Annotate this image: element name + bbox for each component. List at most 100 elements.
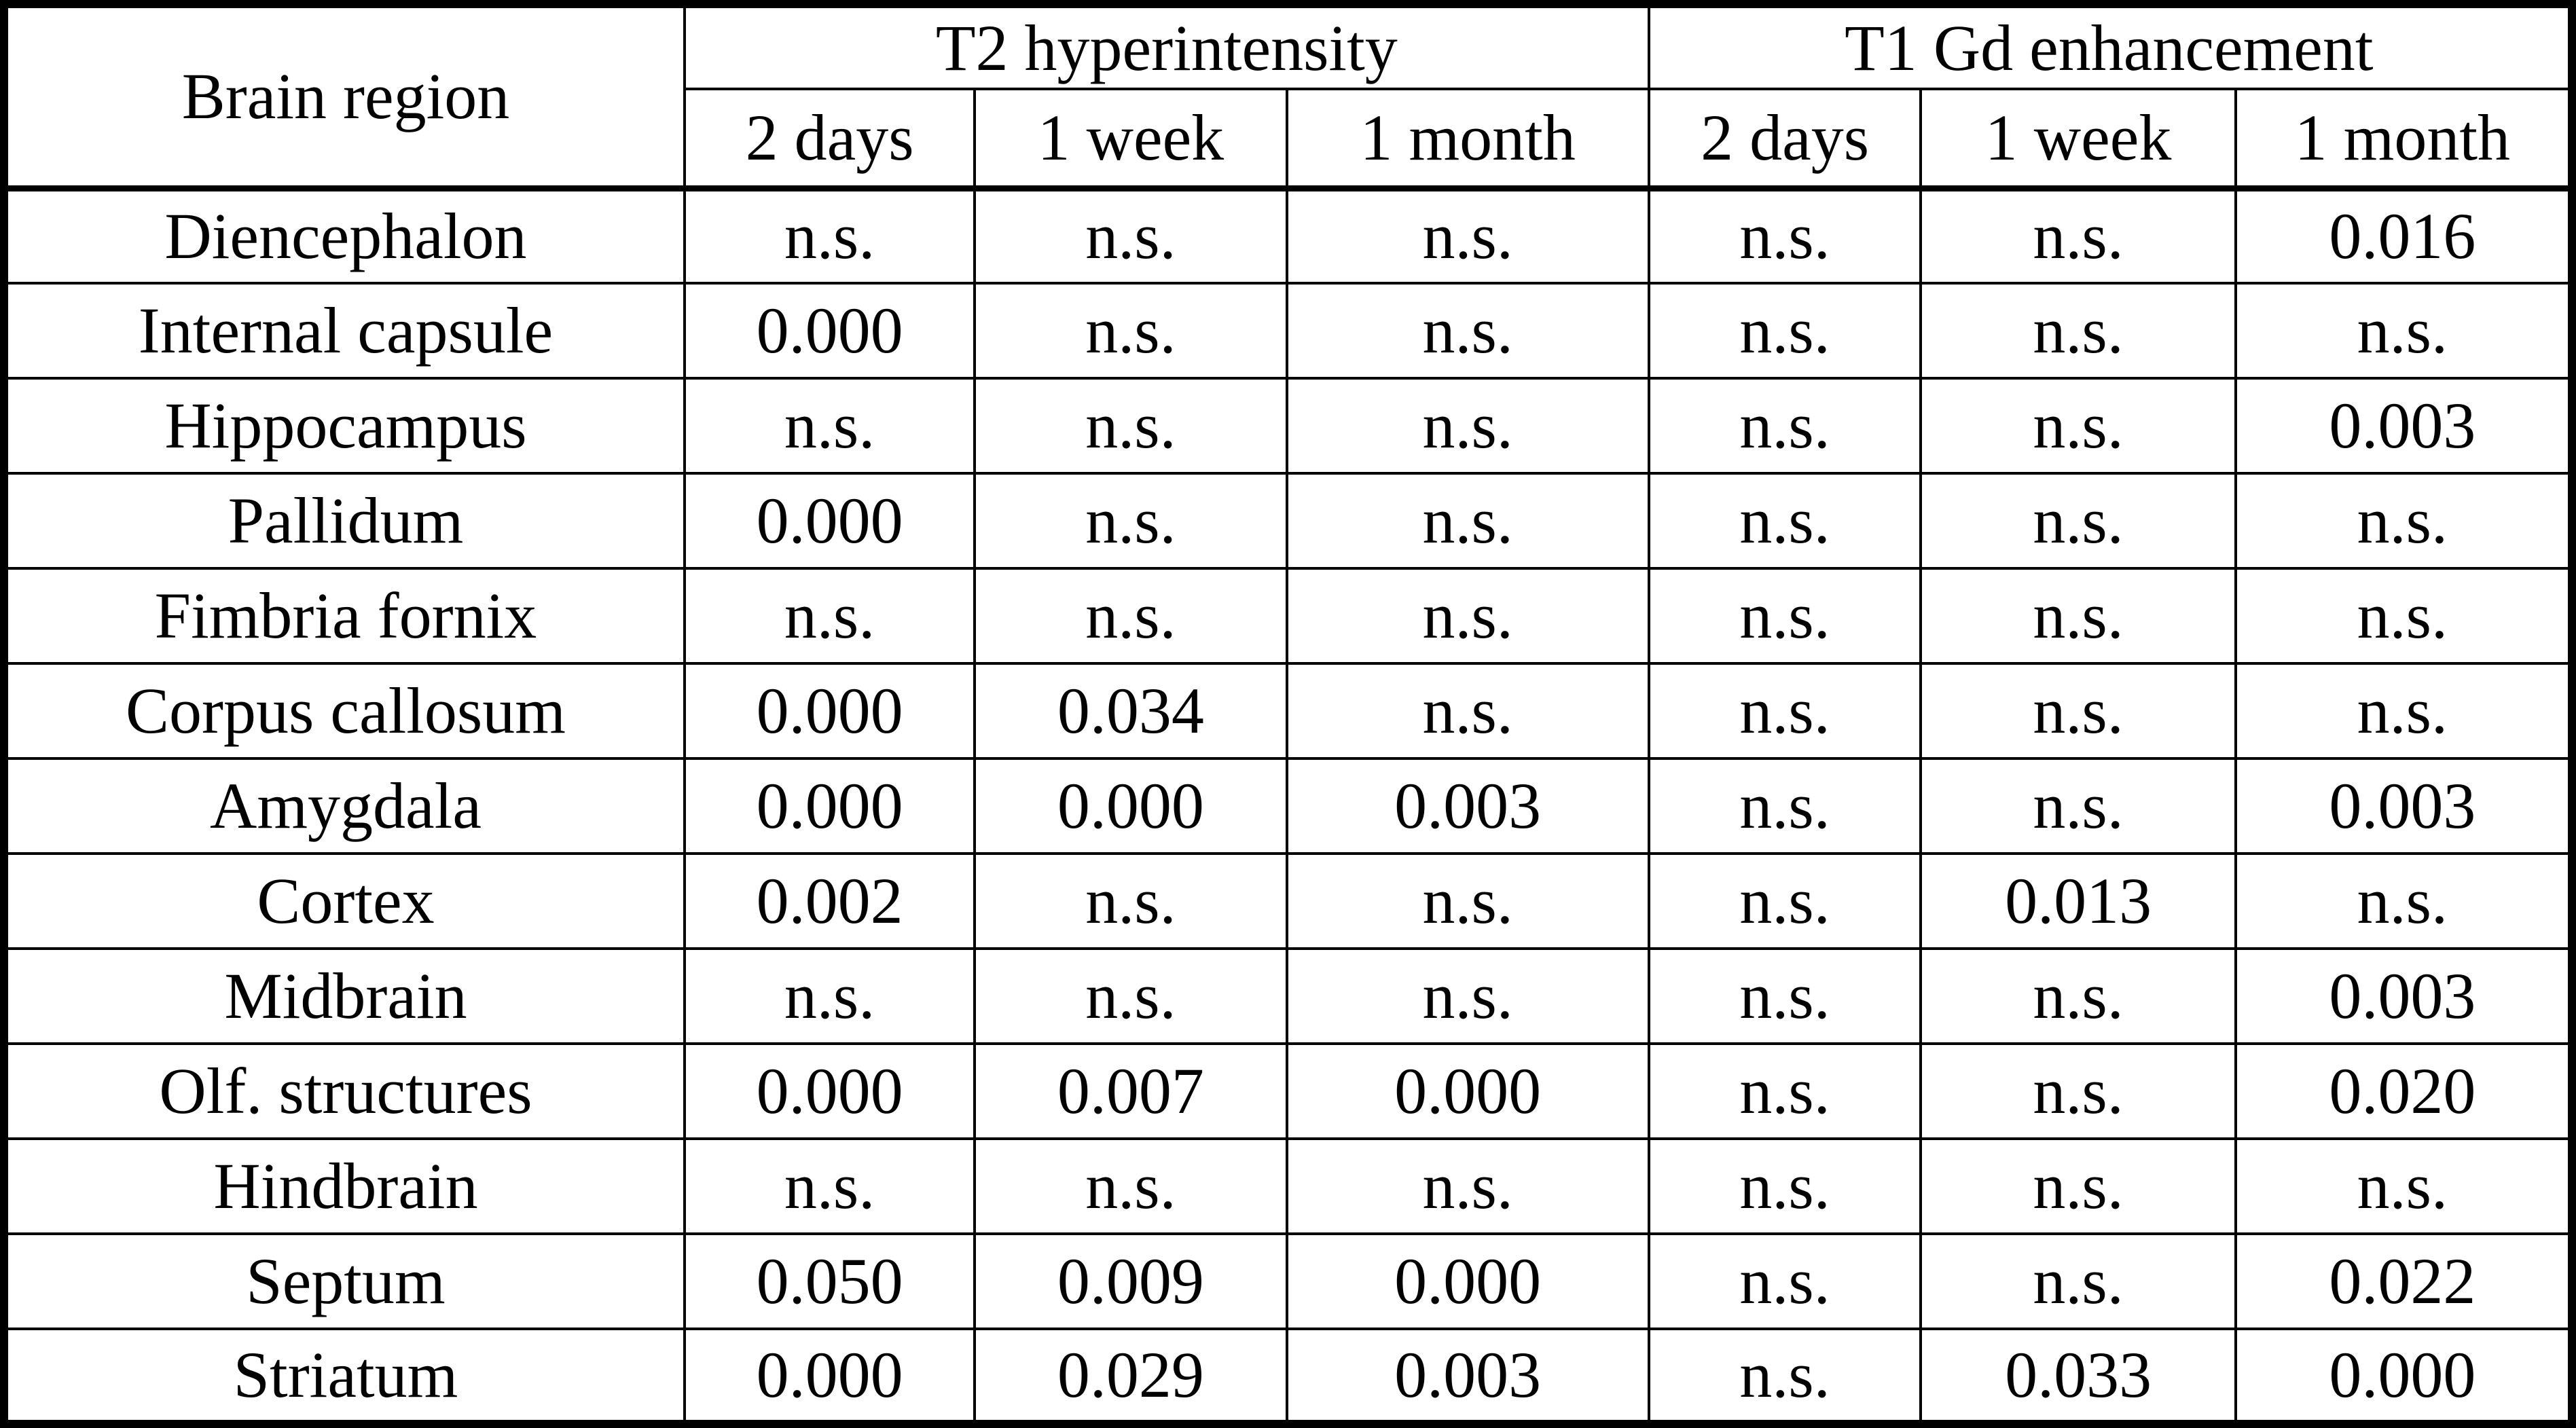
region-cell: Diencephalon [3, 187, 686, 285]
value-cell: n.s. [973, 472, 1288, 570]
column-header-t1-1week: 1 week [1919, 88, 2237, 191]
value-cell: n.s. [1647, 1328, 1923, 1425]
table-row: Diencephalon n.s. n.s. n.s. n.s. n.s. 0.… [3, 187, 2574, 285]
value-cell: n.s. [1647, 1042, 1923, 1140]
table-header: Brain region T2 hyperintensity T1 Gd enh… [3, 3, 2574, 191]
value-cell: n.s. [1647, 757, 1923, 855]
value-cell: n.s. [1285, 377, 1650, 475]
value-cell: n.s. [1285, 282, 1650, 380]
value-cell: n.s. [1647, 662, 1923, 760]
column-header-t2-2days: 2 days [683, 88, 977, 191]
table-row: Fimbria fornix n.s. n.s. n.s. n.s. n.s. … [3, 567, 2574, 665]
table-row: Amygdala 0.000 0.000 0.003 n.s. n.s. 0.0… [3, 757, 2574, 855]
region-cell: Septum [3, 1232, 686, 1330]
value-cell: 0.003 [2234, 757, 2574, 855]
value-cell: 0.002 [683, 852, 977, 950]
value-cell: n.s. [2234, 282, 2574, 380]
value-cell: 0.000 [683, 1328, 977, 1425]
value-cell: n.s. [1919, 187, 2237, 285]
column-header-t1-1month: 1 month [2234, 88, 2574, 191]
value-cell: n.s. [2234, 852, 2574, 950]
value-cell: 0.029 [973, 1328, 1288, 1425]
value-cell: n.s. [973, 947, 1288, 1045]
value-cell: n.s. [683, 567, 977, 665]
table-row: Hippocampus n.s. n.s. n.s. n.s. n.s. 0.0… [3, 377, 2574, 475]
value-cell: n.s. [1919, 757, 2237, 855]
table-row: Septum 0.050 0.009 0.000 n.s. n.s. 0.022 [3, 1232, 2574, 1330]
region-cell: Fimbria fornix [3, 567, 686, 665]
value-cell: 0.003 [2234, 947, 2574, 1045]
region-cell: Striatum [3, 1328, 686, 1425]
region-cell: Hippocampus [3, 377, 686, 475]
column-group-t2-hyperintensity: T2 hyperintensity [683, 3, 1650, 90]
value-cell: n.s. [1647, 377, 1923, 475]
value-cell: 0.000 [1285, 1042, 1650, 1140]
value-cell: 0.000 [683, 472, 977, 570]
value-cell: n.s. [1647, 567, 1923, 665]
table-row: Cortex 0.002 n.s. n.s. n.s. 0.013 n.s. [3, 852, 2574, 950]
value-cell: n.s. [2234, 662, 2574, 760]
value-cell: n.s. [683, 187, 977, 285]
value-cell: n.s. [1647, 187, 1923, 285]
value-cell: n.s. [1647, 282, 1923, 380]
column-header-t2-1month: 1 month [1285, 88, 1650, 191]
value-cell: n.s. [1647, 947, 1923, 1045]
value-cell: 0.000 [683, 1042, 977, 1140]
value-cell: n.s. [1919, 1232, 2237, 1330]
value-cell: 0.020 [2234, 1042, 2574, 1140]
value-cell: n.s. [973, 282, 1288, 380]
value-cell: 0.000 [683, 282, 977, 380]
value-cell: n.s. [1919, 472, 2237, 570]
value-cell: n.s. [1919, 662, 2237, 760]
region-cell: Pallidum [3, 472, 686, 570]
value-cell: 0.003 [1285, 1328, 1650, 1425]
value-cell: n.s. [1919, 947, 2237, 1045]
column-header-brain-region: Brain region [3, 3, 686, 191]
value-cell: n.s. [1647, 472, 1923, 570]
region-cell: Corpus callosum [3, 662, 686, 760]
value-cell: 0.000 [973, 757, 1288, 855]
table-row: Pallidum 0.000 n.s. n.s. n.s. n.s. n.s. [3, 472, 2574, 570]
value-cell: 0.000 [683, 757, 977, 855]
region-cell: Amygdala [3, 757, 686, 855]
table-row: Hindbrain n.s. n.s. n.s. n.s. n.s. n.s. [3, 1137, 2574, 1235]
value-cell: 0.016 [2234, 187, 2574, 285]
value-cell: n.s. [2234, 472, 2574, 570]
value-cell: 0.013 [1919, 852, 2237, 950]
value-cell: n.s. [1285, 852, 1650, 950]
value-cell: n.s. [1647, 1232, 1923, 1330]
region-cell: Midbrain [3, 947, 686, 1045]
value-cell: 0.033 [1919, 1328, 2237, 1425]
value-cell: n.s. [2234, 1137, 2574, 1235]
value-cell: n.s. [2234, 567, 2574, 665]
value-cell: n.s. [1919, 1137, 2237, 1235]
column-header-t1-2days: 2 days [1647, 88, 1923, 191]
value-cell: n.s. [973, 567, 1288, 665]
table-row: Striatum 0.000 0.029 0.003 n.s. 0.033 0.… [3, 1328, 2574, 1425]
region-cell: Olf. structures [3, 1042, 686, 1140]
value-cell: n.s. [1919, 1042, 2237, 1140]
region-cell: Hindbrain [3, 1137, 686, 1235]
value-cell: n.s. [1919, 377, 2237, 475]
value-cell: n.s. [1285, 947, 1650, 1045]
region-cell: Internal capsule [3, 282, 686, 380]
value-cell: 0.003 [2234, 377, 2574, 475]
value-cell: n.s. [1919, 567, 2237, 665]
value-cell: n.s. [683, 1137, 977, 1235]
value-cell: 0.022 [2234, 1232, 2574, 1330]
column-group-t1-gd-enhancement: T1 Gd enhancement [1647, 3, 2574, 90]
table-row: Corpus callosum 0.000 0.034 n.s. n.s. n.… [3, 662, 2574, 760]
value-cell: n.s. [973, 187, 1288, 285]
region-cell: Cortex [3, 852, 686, 950]
value-cell: 0.003 [1285, 757, 1650, 855]
value-cell: n.s. [683, 947, 977, 1045]
header-group-row: Brain region T2 hyperintensity T1 Gd enh… [3, 3, 2574, 191]
value-cell: n.s. [1919, 282, 2237, 380]
value-cell: n.s. [1647, 852, 1923, 950]
value-cell: n.s. [1285, 662, 1650, 760]
value-cell: 0.007 [973, 1042, 1288, 1140]
table-row: Midbrain n.s. n.s. n.s. n.s. n.s. 0.003 [3, 947, 2574, 1045]
value-cell: n.s. [1647, 1137, 1923, 1235]
